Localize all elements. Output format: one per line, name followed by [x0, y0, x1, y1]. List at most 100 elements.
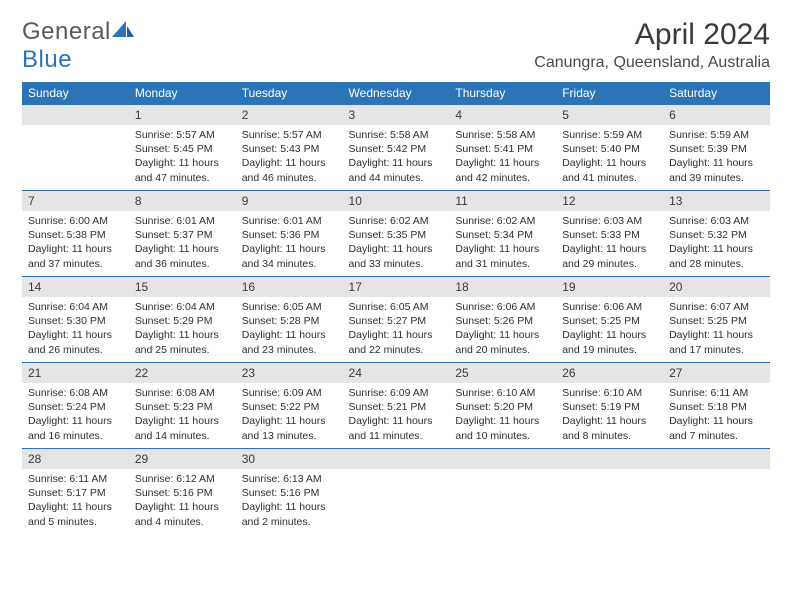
calendar-cell	[449, 448, 556, 534]
daylight-text-1: Daylight: 11 hours	[349, 242, 444, 256]
calendar-cell: 10Sunrise: 6:02 AMSunset: 5:35 PMDayligh…	[343, 190, 450, 276]
sunrise-text: Sunrise: 6:10 AM	[455, 386, 550, 400]
calendar-cell: 14Sunrise: 6:04 AMSunset: 5:30 PMDayligh…	[22, 276, 129, 362]
sunrise-text: Sunrise: 6:05 AM	[242, 300, 337, 314]
day-info: Sunrise: 6:07 AMSunset: 5:25 PMDaylight:…	[663, 297, 770, 361]
calendar-cell: 27Sunrise: 6:11 AMSunset: 5:18 PMDayligh…	[663, 362, 770, 448]
daylight-text-1: Daylight: 11 hours	[242, 500, 337, 514]
sunset-text: Sunset: 5:25 PM	[669, 314, 764, 328]
daylight-text-2: and 17 minutes.	[669, 343, 764, 357]
day-number: 7	[22, 190, 129, 211]
day-number: 6	[663, 104, 770, 125]
day-info: Sunrise: 6:13 AMSunset: 5:16 PMDaylight:…	[236, 469, 343, 533]
calendar-body: 1Sunrise: 5:57 AMSunset: 5:45 PMDaylight…	[22, 104, 770, 534]
daylight-text-1: Daylight: 11 hours	[135, 500, 230, 514]
day-info: Sunrise: 6:03 AMSunset: 5:33 PMDaylight:…	[556, 211, 663, 275]
daylight-text-2: and 36 minutes.	[135, 257, 230, 271]
calendar-cell: 1Sunrise: 5:57 AMSunset: 5:45 PMDaylight…	[129, 104, 236, 190]
calendar-cell: 26Sunrise: 6:10 AMSunset: 5:19 PMDayligh…	[556, 362, 663, 448]
sunrise-text: Sunrise: 6:10 AM	[562, 386, 657, 400]
daylight-text-1: Daylight: 11 hours	[669, 156, 764, 170]
calendar-cell: 29Sunrise: 6:12 AMSunset: 5:16 PMDayligh…	[129, 448, 236, 534]
sunrise-text: Sunrise: 6:00 AM	[28, 214, 123, 228]
calendar-cell: 12Sunrise: 6:03 AMSunset: 5:33 PMDayligh…	[556, 190, 663, 276]
title-block: April 2024 Canungra, Queensland, Austral…	[534, 18, 770, 72]
daylight-text-2: and 20 minutes.	[455, 343, 550, 357]
calendar-week-row: 1Sunrise: 5:57 AMSunset: 5:45 PMDaylight…	[22, 104, 770, 190]
sunrise-text: Sunrise: 6:04 AM	[135, 300, 230, 314]
daylight-text-1: Daylight: 11 hours	[455, 414, 550, 428]
sunrise-text: Sunrise: 5:58 AM	[349, 128, 444, 142]
calendar-week-row: 21Sunrise: 6:08 AMSunset: 5:24 PMDayligh…	[22, 362, 770, 448]
day-info: Sunrise: 6:05 AMSunset: 5:28 PMDaylight:…	[236, 297, 343, 361]
sunset-text: Sunset: 5:21 PM	[349, 400, 444, 414]
day-info: Sunrise: 6:05 AMSunset: 5:27 PMDaylight:…	[343, 297, 450, 361]
sunset-text: Sunset: 5:30 PM	[28, 314, 123, 328]
day-number: 18	[449, 276, 556, 297]
day-number: 23	[236, 362, 343, 383]
calendar-cell: 18Sunrise: 6:06 AMSunset: 5:26 PMDayligh…	[449, 276, 556, 362]
sunset-text: Sunset: 5:23 PM	[135, 400, 230, 414]
day-number: 21	[22, 362, 129, 383]
sunrise-text: Sunrise: 5:57 AM	[242, 128, 337, 142]
day-info: Sunrise: 5:58 AMSunset: 5:41 PMDaylight:…	[449, 125, 556, 189]
calendar-cell: 15Sunrise: 6:04 AMSunset: 5:29 PMDayligh…	[129, 276, 236, 362]
daylight-text-2: and 28 minutes.	[669, 257, 764, 271]
sunset-text: Sunset: 5:16 PM	[135, 486, 230, 500]
day-number: 17	[343, 276, 450, 297]
day-info: Sunrise: 6:08 AMSunset: 5:24 PMDaylight:…	[22, 383, 129, 447]
day-info: Sunrise: 6:00 AMSunset: 5:38 PMDaylight:…	[22, 211, 129, 275]
daylight-text-2: and 19 minutes.	[562, 343, 657, 357]
daylight-text-2: and 14 minutes.	[135, 429, 230, 443]
sunrise-text: Sunrise: 6:13 AM	[242, 472, 337, 486]
sunset-text: Sunset: 5:26 PM	[455, 314, 550, 328]
day-info: Sunrise: 6:01 AMSunset: 5:36 PMDaylight:…	[236, 211, 343, 275]
day-info: Sunrise: 6:02 AMSunset: 5:34 PMDaylight:…	[449, 211, 556, 275]
logo-text-2: Blue	[22, 46, 72, 73]
sunset-text: Sunset: 5:17 PM	[28, 486, 123, 500]
daylight-text-2: and 25 minutes.	[135, 343, 230, 357]
calendar-cell	[343, 448, 450, 534]
sunset-text: Sunset: 5:32 PM	[669, 228, 764, 242]
day-number-blank	[343, 448, 450, 469]
daylight-text-2: and 2 minutes.	[242, 515, 337, 529]
sunrise-text: Sunrise: 6:03 AM	[669, 214, 764, 228]
day-info: Sunrise: 5:57 AMSunset: 5:43 PMDaylight:…	[236, 125, 343, 189]
daylight-text-2: and 46 minutes.	[242, 171, 337, 185]
day-info: Sunrise: 5:57 AMSunset: 5:45 PMDaylight:…	[129, 125, 236, 189]
sunset-text: Sunset: 5:29 PM	[135, 314, 230, 328]
daylight-text-1: Daylight: 11 hours	[349, 328, 444, 342]
calendar-cell: 19Sunrise: 6:06 AMSunset: 5:25 PMDayligh…	[556, 276, 663, 362]
daylight-text-2: and 31 minutes.	[455, 257, 550, 271]
daylight-text-2: and 29 minutes.	[562, 257, 657, 271]
day-info-blank	[343, 469, 450, 525]
day-number: 5	[556, 104, 663, 125]
calendar-week-row: 14Sunrise: 6:04 AMSunset: 5:30 PMDayligh…	[22, 276, 770, 362]
daylight-text-1: Daylight: 11 hours	[669, 328, 764, 342]
calendar-cell: 13Sunrise: 6:03 AMSunset: 5:32 PMDayligh…	[663, 190, 770, 276]
day-number-blank	[449, 448, 556, 469]
daylight-text-2: and 37 minutes.	[28, 257, 123, 271]
daylight-text-2: and 8 minutes.	[562, 429, 657, 443]
day-info: Sunrise: 5:59 AMSunset: 5:39 PMDaylight:…	[663, 125, 770, 189]
weekday-header: Thursday	[449, 82, 556, 104]
daylight-text-1: Daylight: 11 hours	[349, 156, 444, 170]
day-number: 30	[236, 448, 343, 469]
sunset-text: Sunset: 5:34 PM	[455, 228, 550, 242]
calendar-cell: 17Sunrise: 6:05 AMSunset: 5:27 PMDayligh…	[343, 276, 450, 362]
sunrise-text: Sunrise: 6:12 AM	[135, 472, 230, 486]
daylight-text-1: Daylight: 11 hours	[562, 242, 657, 256]
day-info-blank	[556, 469, 663, 525]
sunrise-text: Sunrise: 6:11 AM	[669, 386, 764, 400]
day-info-blank	[449, 469, 556, 525]
day-info: Sunrise: 6:04 AMSunset: 5:29 PMDaylight:…	[129, 297, 236, 361]
daylight-text-1: Daylight: 11 hours	[455, 328, 550, 342]
sunrise-text: Sunrise: 6:09 AM	[349, 386, 444, 400]
daylight-text-1: Daylight: 11 hours	[562, 156, 657, 170]
day-number: 10	[343, 190, 450, 211]
sunset-text: Sunset: 5:37 PM	[135, 228, 230, 242]
weekday-header: Monday	[129, 82, 236, 104]
daylight-text-2: and 23 minutes.	[242, 343, 337, 357]
page-header: GeneralBlue April 2024 Canungra, Queensl…	[22, 18, 770, 74]
sunrise-text: Sunrise: 6:02 AM	[349, 214, 444, 228]
